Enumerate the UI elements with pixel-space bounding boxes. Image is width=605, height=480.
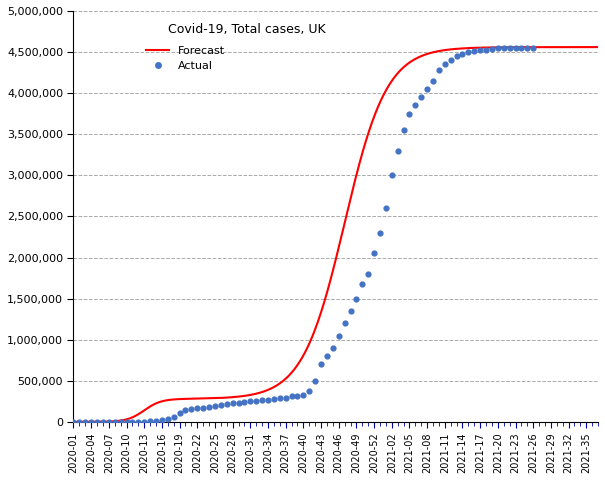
Actual — [316, 360, 326, 368]
Actual — [198, 404, 208, 411]
Actual — [328, 344, 338, 352]
Actual — [246, 397, 255, 405]
Forecast — [479, 45, 486, 50]
Actual — [416, 94, 426, 101]
Actual — [181, 407, 191, 414]
Actual — [511, 44, 520, 52]
Actual — [122, 418, 131, 426]
Actual — [92, 418, 102, 426]
Actual — [128, 418, 137, 426]
Actual — [269, 396, 279, 403]
Forecast — [123, 416, 131, 422]
Actual — [469, 48, 479, 55]
Actual — [434, 66, 443, 74]
Actual — [487, 45, 497, 53]
Actual — [411, 102, 420, 109]
Actual — [352, 295, 361, 302]
Actual — [334, 332, 344, 339]
Actual — [74, 418, 84, 426]
Actual — [528, 44, 538, 51]
Actual — [304, 388, 314, 396]
Actual — [340, 319, 350, 327]
Actual — [192, 405, 202, 412]
Actual — [440, 60, 450, 68]
Actual — [405, 110, 414, 118]
Actual — [222, 400, 232, 408]
Actual — [275, 395, 284, 402]
Actual — [80, 418, 90, 426]
Legend: Forecast, Actual: Forecast, Actual — [142, 41, 229, 76]
Actual — [505, 44, 514, 52]
Actual — [134, 418, 143, 426]
Actual — [399, 126, 408, 134]
Actual — [210, 403, 220, 410]
Actual — [186, 405, 196, 413]
Actual — [98, 418, 108, 426]
Actual — [257, 396, 267, 404]
Actual — [87, 418, 96, 426]
Actual — [345, 307, 355, 315]
Actual — [463, 48, 473, 56]
Actual — [216, 402, 226, 409]
Actual — [369, 250, 379, 257]
Actual — [116, 418, 125, 426]
Actual — [310, 377, 320, 384]
Forecast — [282, 376, 289, 382]
Actual — [139, 418, 149, 426]
Actual — [68, 418, 78, 426]
Actual — [422, 85, 432, 93]
Actual — [387, 171, 397, 179]
Actual — [446, 57, 456, 64]
Actual — [393, 147, 402, 155]
Actual — [457, 50, 467, 58]
Actual — [452, 52, 462, 60]
Forecast — [70, 419, 77, 425]
Text: Covid-19, Total cases, UK: Covid-19, Total cases, UK — [168, 23, 325, 36]
Actual — [204, 403, 214, 411]
Actual — [251, 396, 261, 404]
Forecast — [301, 350, 308, 356]
Actual — [375, 229, 385, 237]
Actual — [476, 47, 485, 54]
Actual — [517, 44, 526, 51]
Actual — [287, 393, 296, 400]
Actual — [281, 394, 290, 401]
Actual — [364, 270, 373, 278]
Actual — [110, 418, 120, 426]
Actual — [322, 352, 332, 360]
Actual — [263, 396, 273, 404]
Forecast — [595, 44, 602, 50]
Actual — [523, 44, 532, 51]
Actual — [163, 415, 172, 423]
Actual — [145, 418, 155, 425]
Actual — [234, 399, 243, 407]
Actual — [481, 46, 491, 53]
Actual — [493, 45, 503, 52]
Actual — [358, 280, 367, 288]
Actual — [157, 417, 167, 424]
Actual — [240, 398, 249, 406]
Actual — [104, 418, 114, 426]
Actual — [293, 392, 302, 399]
Forecast — [430, 49, 437, 55]
Line: Forecast: Forecast — [73, 47, 598, 422]
Forecast — [488, 45, 495, 50]
Actual — [151, 417, 161, 425]
Actual — [381, 204, 391, 212]
Actual — [298, 391, 308, 398]
Actual — [428, 77, 438, 84]
Actual — [228, 399, 238, 407]
Actual — [499, 44, 509, 52]
Actual — [175, 409, 185, 417]
Actual — [169, 413, 178, 420]
